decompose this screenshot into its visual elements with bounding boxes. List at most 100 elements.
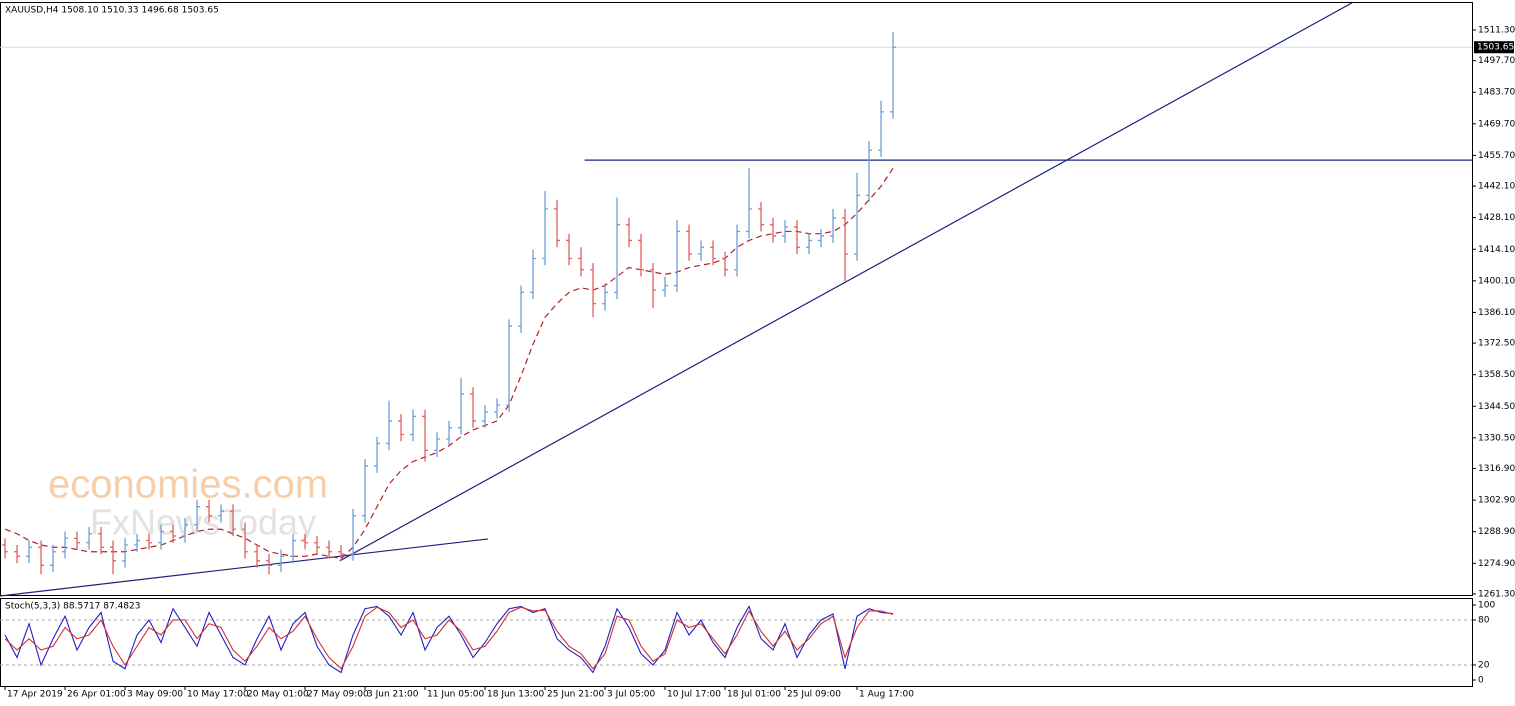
osc-y-tick-label: 0 [1478, 675, 1484, 685]
ohlc-bar [494, 398, 501, 419]
ohlc-bar [578, 247, 585, 277]
oscillator-title: Stoch(5,3,3) 88.5717 87.4823 [5, 602, 140, 612]
price-label: 1503.65 [1477, 43, 1514, 53]
ohlc-bar [566, 233, 573, 266]
ohlc-bar [230, 504, 237, 536]
ohlc-bar [518, 285, 525, 333]
y-tick-label: 1483.70 [1478, 88, 1515, 98]
ohlc-bar [2, 538, 9, 559]
watermark: economies.com [48, 463, 328, 507]
x-tick-label: 18 Jun 13:00 [487, 690, 544, 700]
ohlc-bar [26, 540, 33, 564]
ohlc-bar [854, 172, 861, 261]
y-tick-label: 1330.50 [1478, 433, 1515, 443]
ohlc-bar [374, 436, 381, 473]
ohlc-bar [362, 459, 369, 523]
ohlc-bar [290, 533, 297, 564]
ohlc-bar [722, 251, 729, 277]
ohlc-bar [386, 400, 393, 451]
y-tick-label: 1455.70 [1478, 151, 1515, 161]
ohlc-bar [398, 414, 405, 442]
ohlc-bar [806, 233, 813, 254]
ohlc-bar [50, 545, 57, 573]
ohlc-bar [446, 420, 453, 446]
y-tick-label: 1274.90 [1478, 559, 1515, 569]
ohlc-bar [110, 540, 117, 575]
y-tick-label: 1261.30 [1478, 589, 1515, 599]
ohlc-bar [98, 526, 105, 555]
watermark: FxNewsToday [90, 502, 316, 543]
ohlc-bar [218, 504, 225, 523]
ohlc-bar [158, 524, 165, 550]
ohlc-bar [134, 533, 141, 552]
y-tick-label: 1372.50 [1478, 339, 1515, 349]
ohlc-bar [38, 540, 45, 575]
ohlc-bar [410, 409, 417, 442]
y-tick-label: 1497.70 [1478, 56, 1515, 66]
ohlc-bar [650, 263, 657, 309]
y-tick-label: 1414.10 [1478, 245, 1515, 255]
ohlc-bar [254, 545, 261, 568]
chart-header: XAUUSD,H4 1508.10 1510.33 1496.68 1503.6… [5, 6, 219, 16]
ohlc-bar [698, 240, 705, 261]
x-tick-label: 25 Jun 21:00 [547, 690, 604, 700]
y-tick-label: 1344.50 [1478, 402, 1515, 412]
osc-line [4, 606, 894, 670]
ohlc-bar [350, 508, 357, 561]
ohlc-bar [482, 405, 489, 428]
x-tick-label: 25 Jul 09:00 [787, 690, 841, 700]
ohlc-bar [794, 220, 801, 254]
ohlc-bar [554, 199, 561, 248]
ohlc-bar [782, 220, 789, 243]
price-label-box [1474, 41, 1514, 54]
ohlc-bar [878, 100, 885, 157]
ohlc-bar [338, 545, 345, 561]
y-tick-label: 1400.10 [1478, 276, 1515, 286]
ohlc-bar [866, 141, 873, 203]
x-tick-label: 27 May 09:00 [307, 690, 369, 700]
ohlc-bar [122, 538, 129, 568]
ohlc-bar [146, 533, 153, 550]
ohlc-bar [194, 499, 201, 532]
x-tick-label: 3 Jul 05:00 [607, 690, 656, 700]
ohlc-bar [506, 319, 513, 412]
ohlc-bar [662, 276, 669, 297]
ohlc-bar [818, 229, 825, 248]
ohlc-bar [890, 32, 897, 119]
ohlc-bar [86, 526, 93, 550]
ohlc-bar [770, 217, 777, 243]
x-tick-label: 18 Jul 01:00 [727, 690, 781, 700]
ohlc-bar [434, 432, 441, 458]
ohlc-bar [734, 224, 741, 277]
ohlc-bar [674, 220, 681, 293]
trend-line [0, 538, 489, 597]
trend-line [339, 2, 1353, 562]
ohlc-bar [422, 409, 429, 462]
osc-y-tick-label: 80 [1478, 615, 1490, 625]
main-pane [0, 2, 1473, 596]
ohlc-bar [242, 522, 249, 559]
ohlc-bar [14, 545, 21, 564]
ohlc-bar [326, 540, 333, 559]
ohlc-bar [266, 554, 273, 575]
y-tick-label: 1288.90 [1478, 527, 1515, 537]
osc-line [4, 605, 894, 674]
ohlc-bar [170, 524, 177, 543]
ohlc-bar [758, 202, 765, 232]
ohlc-bar [626, 217, 633, 248]
osc-y-tick-label: 20 [1478, 660, 1490, 670]
x-tick-label: 3 Jun 21:00 [367, 690, 419, 700]
ohlc-bar [710, 240, 717, 266]
ohlc-bar [62, 531, 69, 559]
ohlc-bar [206, 499, 213, 523]
ohlc-bar [830, 208, 837, 243]
x-tick-label: 17 Apr 2019 [7, 690, 63, 700]
ohlc-bar [278, 549, 285, 573]
ohlc-bar [542, 190, 549, 266]
y-tick-label: 1442.10 [1478, 182, 1515, 192]
ohlc-bar [470, 387, 477, 428]
y-tick-label: 1469.70 [1478, 119, 1515, 129]
x-tick-label: 10 May 17:00 [187, 690, 249, 700]
